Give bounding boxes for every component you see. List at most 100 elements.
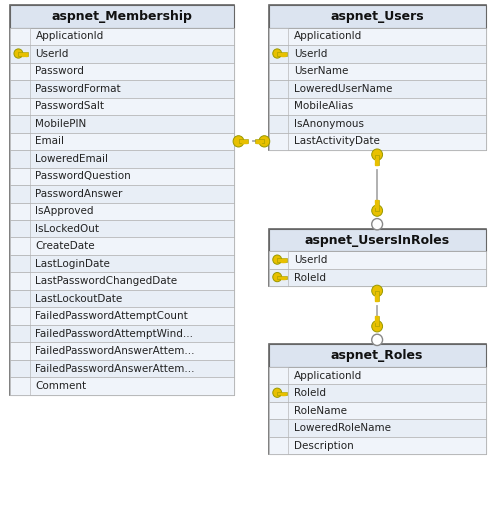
Bar [10, 290, 234, 307]
Bar [258, 141, 261, 143]
Text: ApplicationId: ApplicationId [294, 371, 362, 381]
Bar [283, 393, 285, 395]
Bar [269, 45, 486, 63]
Circle shape [372, 285, 383, 297]
Bar [269, 28, 486, 45]
Bar [269, 437, 288, 454]
Circle shape [372, 321, 383, 332]
Bar [10, 220, 30, 237]
Circle shape [372, 205, 383, 216]
Bar [256, 140, 258, 143]
Text: FailedPasswordAttemptWind...: FailedPasswordAttemptWind... [35, 328, 193, 339]
Bar [10, 185, 30, 203]
Bar [10, 360, 234, 377]
Bar [269, 115, 486, 133]
Bar [10, 272, 234, 290]
Circle shape [372, 149, 383, 160]
Text: LoweredRoleName: LoweredRoleName [294, 423, 391, 433]
Text: aspnet_Membership: aspnet_Membership [52, 10, 192, 23]
Text: ApplicationId: ApplicationId [294, 31, 362, 42]
Text: UserId: UserId [294, 49, 328, 59]
Bar [269, 269, 486, 286]
Bar [242, 141, 245, 143]
Bar [375, 320, 378, 322]
Bar [10, 168, 30, 185]
Text: LastPasswordChangedDate: LastPasswordChangedDate [35, 276, 177, 286]
Text: PasswordSalt: PasswordSalt [35, 101, 105, 112]
Bar [375, 296, 378, 298]
Bar [10, 377, 30, 395]
Circle shape [372, 334, 383, 345]
Bar [10, 255, 30, 272]
Text: RoleId: RoleId [294, 272, 326, 283]
Bar [269, 80, 486, 98]
Bar [281, 278, 283, 279]
Bar [269, 5, 486, 28]
Circle shape [14, 49, 23, 58]
Bar [10, 255, 234, 272]
Bar [10, 98, 234, 115]
Bar [10, 307, 30, 325]
Circle shape [259, 136, 270, 147]
Bar [269, 133, 288, 150]
Bar [245, 140, 247, 143]
Bar [10, 203, 234, 220]
Bar [269, 437, 486, 454]
Bar [269, 133, 486, 150]
Bar [254, 139, 264, 143]
Bar [281, 393, 283, 395]
Text: LoweredEmail: LoweredEmail [35, 154, 108, 164]
Bar [269, 98, 288, 115]
Bar [269, 402, 486, 419]
Bar [10, 377, 234, 395]
Bar [269, 419, 288, 437]
Bar [375, 155, 379, 165]
Bar [269, 98, 486, 115]
Text: Description: Description [294, 440, 354, 451]
Bar [269, 28, 288, 45]
Text: MobilePIN: MobilePIN [35, 119, 87, 129]
Bar [269, 251, 486, 269]
Bar [10, 150, 234, 168]
Bar [10, 237, 30, 255]
Bar [22, 54, 24, 56]
Bar [375, 291, 379, 301]
Bar [269, 367, 486, 384]
Bar [269, 402, 288, 419]
Bar [25, 53, 27, 56]
Text: MobileAlias: MobileAlias [294, 101, 353, 112]
Bar [10, 28, 234, 395]
Text: LastLockoutDate: LastLockoutDate [35, 293, 123, 304]
Bar [10, 133, 234, 150]
Bar [283, 277, 285, 279]
Bar [10, 80, 30, 98]
Bar [375, 159, 378, 161]
Circle shape [273, 255, 282, 264]
Bar [10, 342, 30, 360]
Bar [375, 162, 378, 165]
Text: PasswordFormat: PasswordFormat [35, 84, 121, 94]
Text: LoweredUserName: LoweredUserName [294, 84, 393, 94]
Bar [10, 325, 30, 342]
Circle shape [273, 49, 282, 58]
Bar [277, 392, 286, 395]
Bar [269, 229, 486, 286]
Bar [10, 28, 30, 45]
Text: FailedPasswordAnswerAttem...: FailedPasswordAnswerAttem... [35, 363, 195, 374]
Bar [269, 45, 288, 63]
Bar [10, 290, 30, 307]
Text: aspnet_UsersInRoles: aspnet_UsersInRoles [305, 233, 450, 247]
Bar [375, 200, 378, 204]
Text: FailedPasswordAttemptCount: FailedPasswordAttemptCount [35, 311, 188, 321]
Bar [375, 205, 378, 207]
Bar [281, 260, 283, 262]
Bar [10, 342, 234, 360]
Bar [10, 98, 30, 115]
Bar [269, 384, 486, 402]
Text: ApplicationId: ApplicationId [35, 31, 104, 42]
Bar [10, 45, 30, 63]
Bar [281, 54, 283, 56]
Bar [269, 63, 486, 80]
Text: CreateDate: CreateDate [35, 241, 95, 251]
Bar [269, 63, 288, 80]
